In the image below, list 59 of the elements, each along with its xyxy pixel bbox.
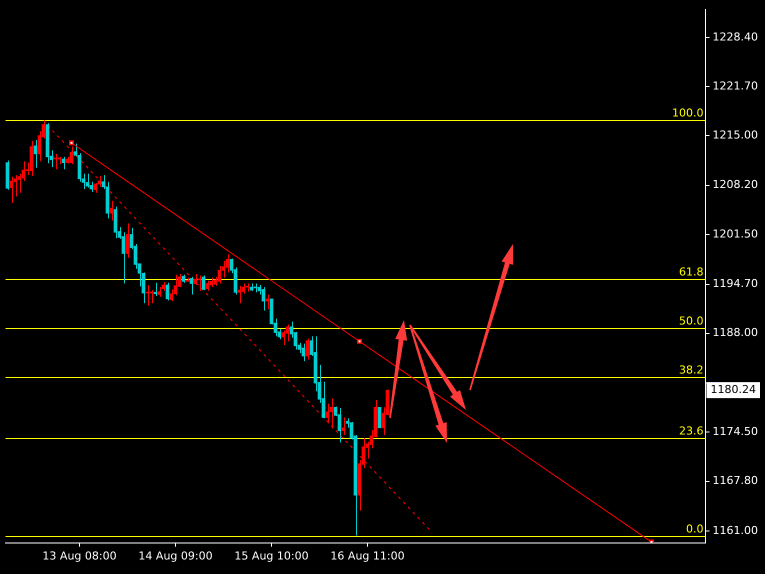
- candlestick: [238, 285, 242, 304]
- x-tick-label: 16 Aug 11:00: [330, 549, 405, 562]
- candlestick: [54, 153, 58, 170]
- candlestick: [94, 182, 98, 194]
- candlestick: [194, 274, 198, 286]
- y-tick-label: 1174.50: [712, 425, 758, 438]
- candlestick: [218, 265, 222, 284]
- candlestick: [286, 324, 290, 342]
- candlestick: [378, 406, 382, 428]
- candlestick: [226, 254, 230, 274]
- y-tick-label: 1201.50: [712, 227, 758, 240]
- candlestick: [302, 343, 306, 362]
- candlestick: [158, 286, 162, 298]
- candlestick: [166, 282, 170, 301]
- candlestick: [62, 156, 66, 170]
- y-tick-label: 1228.40: [712, 30, 758, 44]
- y-tick-label: 1194.70: [712, 277, 758, 290]
- candlestick: [210, 277, 214, 288]
- point: [68, 140, 74, 146]
- candlestick: [342, 417, 346, 436]
- candlestick: [206, 280, 210, 292]
- x-tick-label: 15 Aug 10:00: [234, 549, 309, 562]
- candlestick: [170, 288, 174, 302]
- y-tick-label: 1161.00: [712, 524, 758, 537]
- candlestick: [114, 206, 118, 239]
- candlestick: [34, 139, 38, 168]
- candlestick: [190, 276, 194, 296]
- candlestick: [338, 408, 342, 443]
- candlestick: [326, 403, 330, 424]
- candlestick: [306, 338, 310, 360]
- y-tick-label: 1221.70: [712, 79, 758, 92]
- text: 1180.24: [710, 383, 756, 396]
- x-tick-label: 13 Aug 08:00: [42, 549, 117, 562]
- annotation: 61.8: [679, 265, 704, 278]
- y-tick-label: 1208.20: [712, 178, 758, 192]
- candlestick: [126, 222, 130, 258]
- y-tick-label: 1188.00: [712, 326, 758, 340]
- y-tick-label: 1215.00: [712, 128, 758, 142]
- candlestick: [154, 282, 158, 296]
- y-tick-label: 1167.80: [712, 474, 758, 488]
- candlestick: [202, 274, 206, 291]
- annotation: 50.0: [679, 314, 704, 328]
- candlestick: [110, 200, 114, 222]
- candlestick: [86, 173, 90, 188]
- annotation: 23.6: [679, 424, 704, 438]
- candlestick: [150, 290, 154, 304]
- candlestick: [282, 330, 286, 346]
- candlestick: [18, 173, 22, 194]
- candlestick: [10, 176, 14, 204]
- candlestick: [262, 286, 266, 312]
- candlestick: [266, 294, 270, 310]
- candlestick: [330, 398, 334, 430]
- annotation: 0.0: [686, 522, 704, 536]
- annotation: 38.2: [679, 363, 704, 376]
- x-tick-label: 14 Aug 09:00: [138, 549, 213, 562]
- annotation: 100.0: [672, 106, 704, 120]
- candlestick: [198, 274, 202, 292]
- candlestick: [146, 284, 150, 306]
- point: [356, 338, 362, 344]
